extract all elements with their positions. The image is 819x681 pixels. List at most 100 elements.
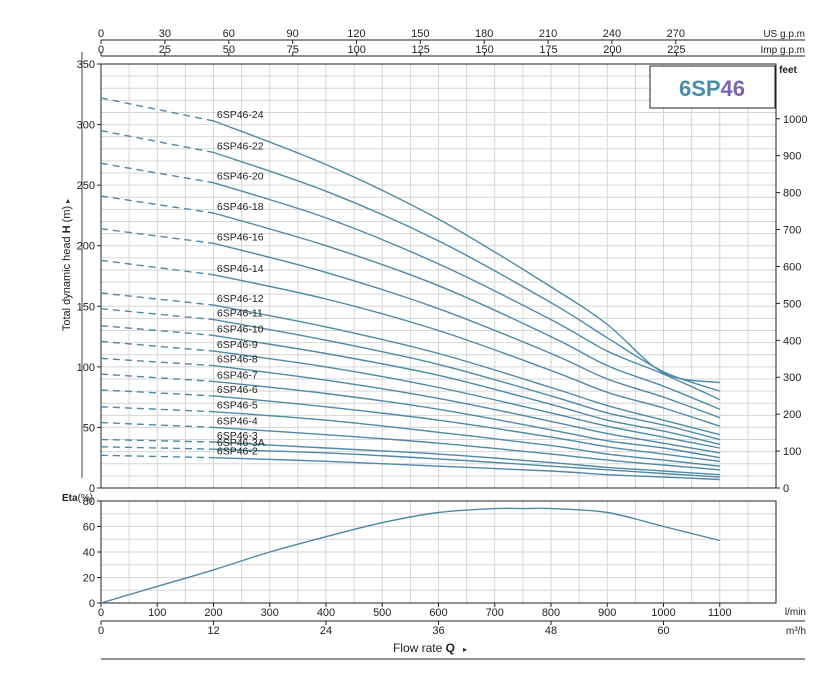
eta-y-tick-label: 80 <box>83 496 95 508</box>
eta-y-tick-label: 0 <box>89 598 95 610</box>
head-curve <box>213 212 721 410</box>
main-y-tick-label: 150 <box>77 301 95 313</box>
head-curve <box>213 364 720 454</box>
curve-label: 6SP46-9 <box>217 339 258 351</box>
head-curve <box>213 395 720 462</box>
y-axis-label-unit: (m) <box>61 206 73 226</box>
imp-gpm-tick-label: 75 <box>287 44 299 56</box>
feet-unit: feet <box>779 65 797 76</box>
imp-gpm-tick-label: 25 <box>159 44 171 56</box>
head-curve <box>213 242 721 419</box>
main-y-tick-label: 250 <box>77 180 95 192</box>
head-curve <box>213 304 720 436</box>
curve-label: 6SP46-20 <box>217 171 264 183</box>
imp-gpm-tick-label: 125 <box>411 44 429 56</box>
lmin-tick-label: 400 <box>317 607 335 619</box>
lmin-tick-label: 600 <box>429 607 447 619</box>
head-curve <box>213 426 720 471</box>
head-curve <box>213 151 721 392</box>
curve-label: 6SP46-3 <box>217 430 258 442</box>
head-curve <box>213 380 720 459</box>
imp-gpm-tick-label: 150 <box>475 44 493 56</box>
feet-tick-label: 700 <box>783 225 801 237</box>
head-curve <box>213 457 720 481</box>
us-gpm-tick-label: 180 <box>475 28 493 40</box>
feet-tick-label: 1000 <box>783 114 807 126</box>
imp-gpm-tick-label: 100 <box>348 44 366 56</box>
feet-tick-label: 200 <box>783 409 801 421</box>
feet-tick-label: 800 <box>783 188 801 200</box>
model-badge-box <box>649 65 776 109</box>
imp-gpm-tick-label: 50 <box>223 44 235 56</box>
main-plot-frame <box>100 63 777 489</box>
main-y-tick-label: 200 <box>77 241 95 253</box>
curve-labels-layer: 6SP46-24 6SP46-22 6SP46-20 6SP46-18 6SP46-16… <box>217 109 265 458</box>
feet-tick-label: 900 <box>783 151 801 163</box>
m3h-tick-label: 24 <box>320 625 332 637</box>
lmin-tick-label: 0 <box>98 607 104 619</box>
eta-label-unit: (%) <box>78 493 94 504</box>
main-y-tick-label: 350 <box>77 59 95 71</box>
feet-tick-label: 600 <box>783 261 801 273</box>
y-axis-label-symbol: H <box>61 225 73 233</box>
imp-gpm-tick-label: 200 <box>603 44 621 56</box>
m3h-tick-label: 48 <box>545 625 557 637</box>
m3h-tick-label: 12 <box>207 625 219 637</box>
head-curve <box>213 318 720 441</box>
us-gpm-tick-label: 0 <box>98 28 104 40</box>
main-y-tick-label: 0 <box>89 483 95 495</box>
model-badge: 6SP46 <box>679 76 745 101</box>
head-curve <box>213 411 720 467</box>
model-badge-suffix: 46 <box>721 76 745 101</box>
curve-label: 6SP46-8 <box>217 354 258 366</box>
curve-label: 6SP46-16 <box>217 231 264 243</box>
eta-label-symbol: Eta <box>62 493 78 504</box>
series-layer <box>100 97 721 604</box>
curve-label: 6SP46-12 <box>217 293 264 305</box>
lmin-tick-label: 200 <box>204 607 222 619</box>
us-gpm-tick-label: 210 <box>539 28 557 40</box>
ticks-layer: 0501001502002503003500100200300400500600… <box>77 28 808 637</box>
us-gpm-tick-label: 90 <box>286 28 298 40</box>
y-axis-label-arrow: ▸ <box>63 199 72 203</box>
eta-y-tick-label: 60 <box>83 522 95 534</box>
feet-tick-label: 0 <box>783 483 789 495</box>
feet-tick-label: 400 <box>783 335 801 347</box>
imp-gpm-tick-label: 0 <box>98 44 104 56</box>
feet-tick-label: 100 <box>783 446 801 458</box>
y-axis-label: Total dynamic head H (m) ▸ <box>61 199 73 331</box>
y-axis-label-prefix: Total dynamic head <box>61 233 73 331</box>
eta-y-tick-label: 20 <box>83 573 95 585</box>
us-gpm-unit: US g.p.m <box>763 29 805 40</box>
curve-label: 6SP46-18 <box>217 201 264 213</box>
x-axis-label-arrow: ▸ <box>463 645 467 654</box>
lmin-unit: l/min <box>785 607 806 618</box>
curve-label: 6SP46-11 <box>217 308 263 320</box>
us-gpm-tick-label: 150 <box>411 28 429 40</box>
lmin-tick-label: 1100 <box>708 607 732 619</box>
main-y-tick-label: 300 <box>77 120 95 132</box>
head-curve <box>213 182 721 401</box>
feet-tick-label: 300 <box>783 372 801 384</box>
imp-gpm-tick-label: 225 <box>667 44 685 56</box>
main-y-tick-label: 100 <box>77 362 95 374</box>
lmin-tick-label: 300 <box>261 607 279 619</box>
curve-label: 6SP46-22 <box>217 140 264 152</box>
model-badge-prefix: 6SP <box>679 76 721 101</box>
eta-y-tick-label: 40 <box>83 547 95 559</box>
grid-layer <box>100 63 777 604</box>
head-curve <box>213 350 720 449</box>
curve-label: 6SP46-2 <box>217 446 258 458</box>
head-curve <box>213 448 720 478</box>
lmin-tick-label: 500 <box>373 607 391 619</box>
imp-gpm-unit: Imp g.p.m <box>761 45 805 56</box>
m3h-tick-label: 0 <box>98 625 104 637</box>
x-axis-label-prefix: Flow rate <box>393 641 446 655</box>
lmin-tick-label: 700 <box>486 607 504 619</box>
us-gpm-tick-label: 60 <box>223 28 235 40</box>
m3h-tick-label: 60 <box>657 625 669 637</box>
curve-label: 6SP46-6 <box>217 384 258 396</box>
lmin-tick-label: 1000 <box>651 607 675 619</box>
